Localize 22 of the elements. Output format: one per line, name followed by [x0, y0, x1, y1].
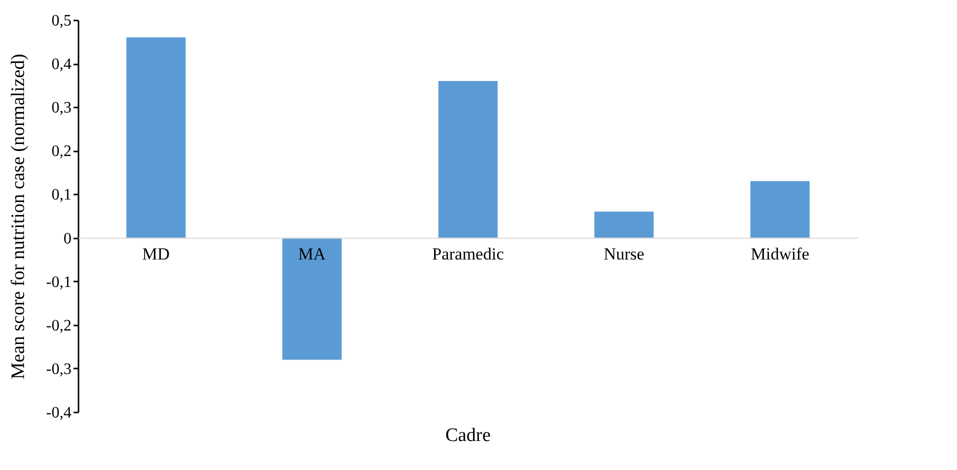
- bar: [594, 212, 654, 238]
- y-tick-label: 0,5: [52, 12, 72, 30]
- bar: [438, 80, 498, 238]
- y-tick-label: -0,2: [46, 317, 72, 334]
- x-tick-label: MD: [142, 244, 170, 264]
- y-tick-label: 0,4: [52, 56, 72, 74]
- x-tick-label: MA: [298, 244, 326, 264]
- x-tick-label: Midwife: [750, 244, 810, 264]
- y-tick-label: -0,3: [46, 360, 72, 378]
- x-tick-label: Nurse: [604, 244, 644, 264]
- y-tick-label: -0,4: [46, 404, 72, 422]
- x-tick-label: Paramedic: [432, 244, 504, 264]
- bar: [282, 238, 342, 360]
- bar: [750, 181, 810, 238]
- x-axis-title: Cadre: [445, 425, 491, 446]
- y-tick-label: 0,3: [52, 100, 72, 117]
- y-axis-title: Mean score for nutrition case (normalized): [8, 54, 30, 380]
- y-tick-label: 0: [64, 230, 72, 248]
- y-tick-label: 0,2: [52, 143, 72, 160]
- y-tick-label: 0,1: [52, 186, 72, 204]
- y-tick-label: -0,1: [46, 274, 72, 291]
- bar: [126, 37, 186, 238]
